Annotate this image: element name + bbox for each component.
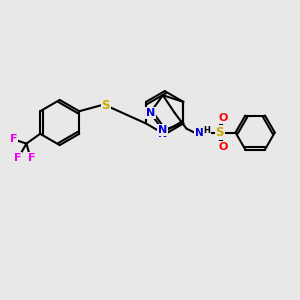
Text: O: O bbox=[218, 142, 227, 152]
Text: N: N bbox=[195, 128, 204, 137]
Text: F: F bbox=[14, 153, 21, 163]
Text: S: S bbox=[101, 99, 110, 112]
Text: F: F bbox=[10, 134, 17, 144]
Text: H: H bbox=[204, 126, 211, 135]
Text: N: N bbox=[158, 129, 167, 139]
Text: N: N bbox=[158, 125, 167, 135]
Text: N: N bbox=[146, 108, 155, 118]
Text: O: O bbox=[218, 113, 227, 123]
Text: F: F bbox=[28, 153, 35, 163]
Text: S: S bbox=[216, 126, 224, 139]
